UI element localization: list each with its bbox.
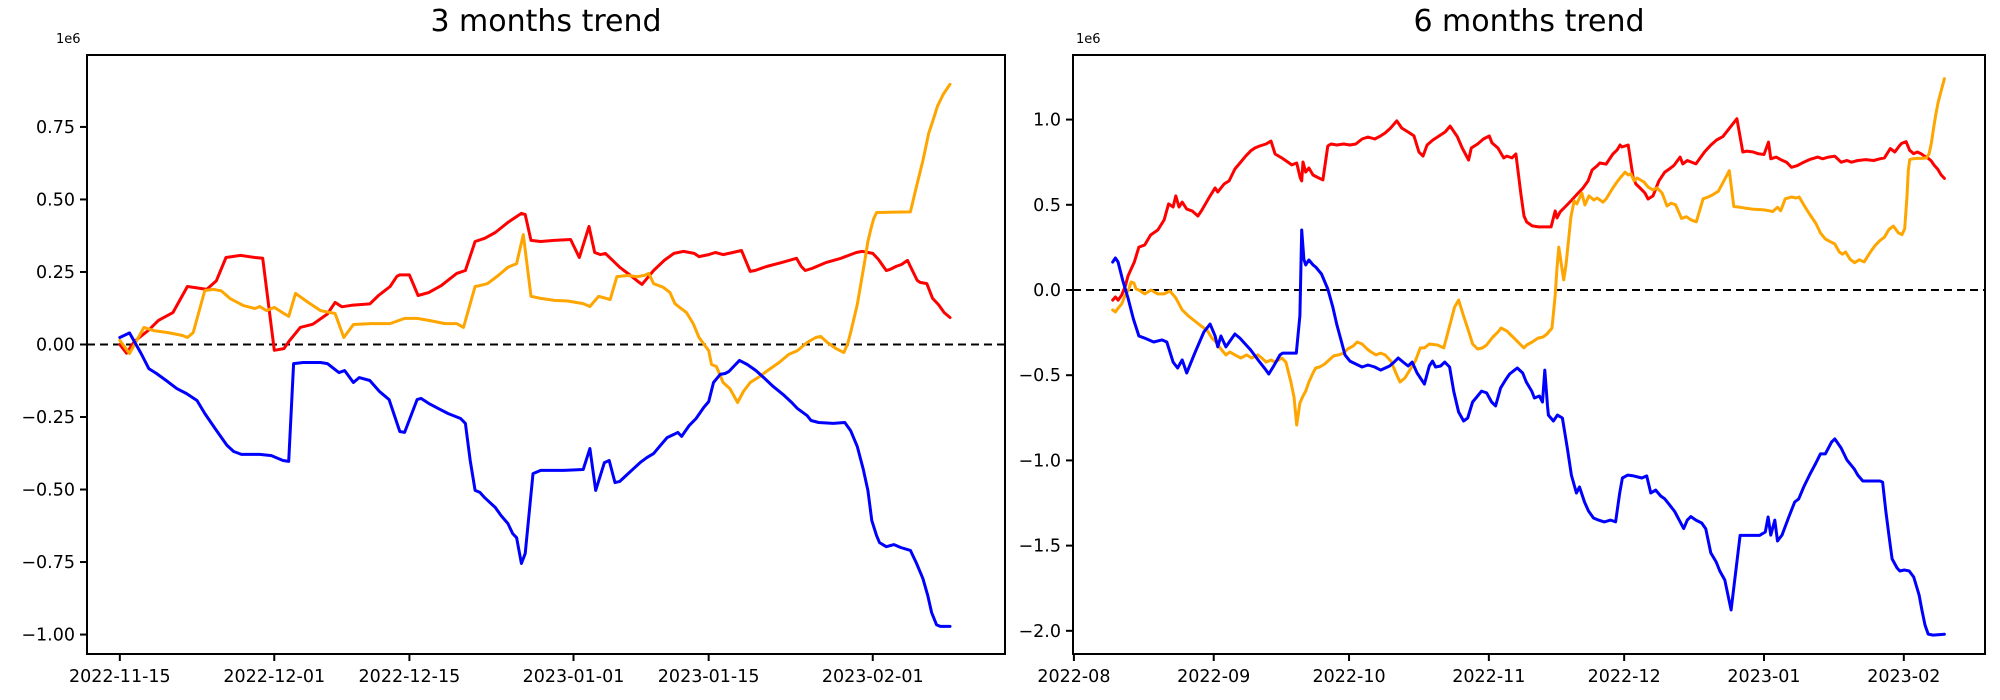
y-tick-label: −0.5 [1019,366,1062,386]
y-tick-label: −1.00 [21,626,75,646]
y-tick-label: 0.25 [36,263,75,283]
axes-spines [86,54,1006,655]
chart-title-3-months: 3 months trend [430,4,662,39]
y-tick-label: 1.0 [1033,111,1061,131]
axis-offset-label-left: 1e6 [56,32,81,47]
axis-offset-label-right: 1e6 [1076,32,1101,47]
x-tick-label: 2022-11-15 [69,667,171,687]
x-tick-label: 2022-12-15 [359,667,461,687]
plot-area-left-svg: 2022-11-15 2022-12-01 2022-12-15 2023-01-01… [21,54,1006,687]
y-tick-label: −2.0 [1019,622,1062,642]
series-orange-line [1111,77,1946,427]
x-tick-label: 2022-12 [1588,667,1661,687]
x-tick-label: 2023-01-15 [658,667,760,687]
x-tick-label: 2023-01-01 [523,667,625,687]
y-tick-label: 0.00 [36,335,75,355]
y-tick-label: −0.50 [21,481,75,501]
x-tick-label: 2022-12-01 [223,667,325,687]
x-tick-label: 2022-10 [1312,667,1385,687]
y-tick-label: −0.25 [21,408,75,428]
y-tick-label: −1.5 [1019,537,1062,557]
x-tick-label: 2022-09 [1177,667,1250,687]
series-orange-line [118,82,952,404]
series-red-line [118,211,952,355]
x-tick-label: 2023-01 [1727,667,1800,687]
y-tick-label: −0.75 [21,553,75,573]
x-tick-label: 2022-08 [1037,667,1110,687]
x-tick-label: 2022-11 [1452,667,1525,687]
plot-area-right-svg: 2022-08 2022-09 2022-10 2022-11 2022-12 2023-… [1019,54,1986,687]
y-tick-label: −1.0 [1019,451,1062,471]
series-blue-line [118,331,952,628]
y-tick-label: 0.75 [36,118,75,138]
axes-spines [1072,54,1986,655]
chart-title-6-months: 6 months trend [1413,4,1645,39]
x-tick-label: 2023-02 [1867,667,1940,687]
x-tick-label: 2023-02-01 [822,667,924,687]
series-red-line [1111,117,1946,302]
chart-panel-6-months: 6 months trend 1e6 2022-08 2022-09 2022-10… [1010,0,2000,700]
chart-panel-3-months: 3 months trend 1e6 2022-11-15 2022-12-01 2… [21,4,1006,687]
y-tick-label: 0.50 [36,190,75,210]
series-blue-line [1111,228,1946,637]
y-tick-label: 0.5 [1033,196,1061,216]
y-tick-label: 0.0 [1033,281,1061,301]
